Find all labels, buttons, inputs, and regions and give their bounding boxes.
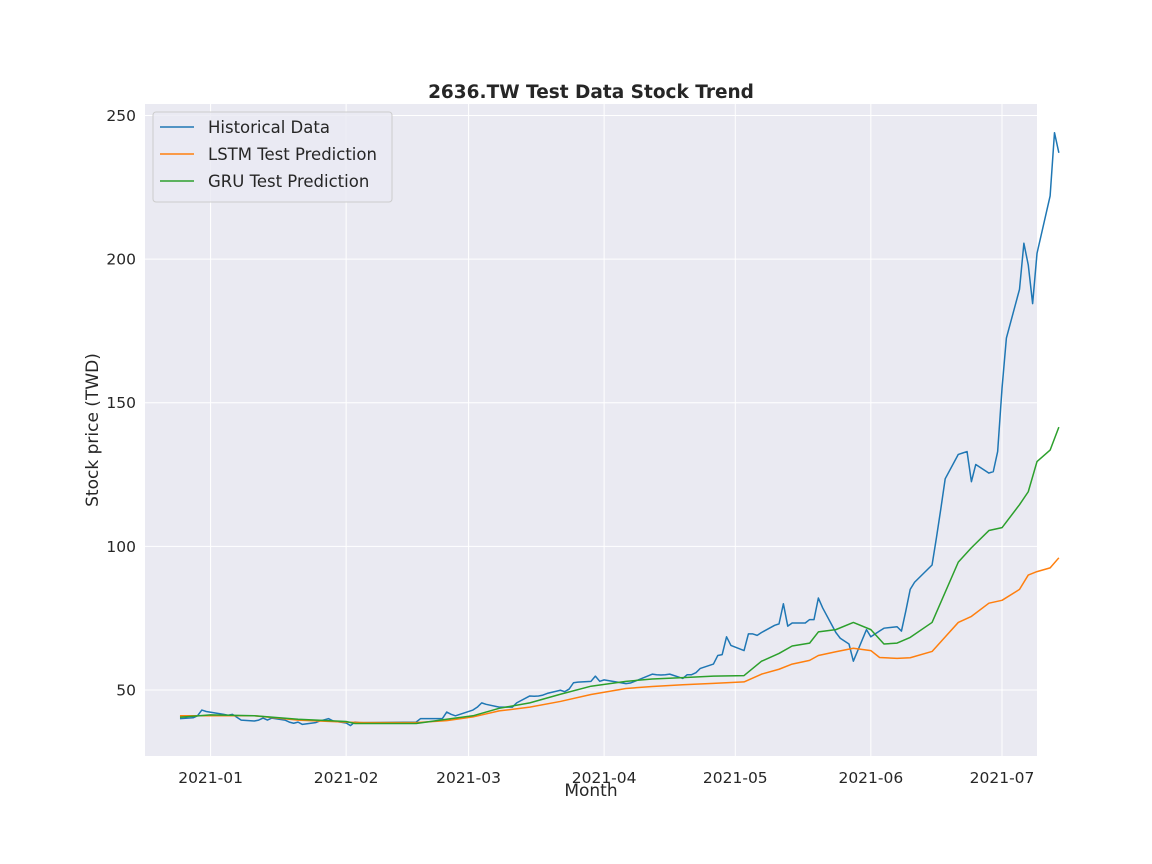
x-axis-ticks: 2021-01 2021-02 2021-03 2021-04 2021-05 2021-… bbox=[178, 769, 1034, 787]
x-tick-label: 2021-07 bbox=[970, 769, 1035, 787]
legend-box bbox=[152, 111, 393, 203]
legend-label: LSTM Test Prediction bbox=[208, 145, 377, 164]
legend-label: Historical Data bbox=[208, 118, 330, 137]
x-tick-label: 2021-04 bbox=[572, 769, 637, 787]
y-axis-ticks: 50 100 150 200 250 bbox=[106, 107, 136, 699]
x-tick-label: 2021-05 bbox=[703, 769, 768, 787]
y-axis-label: Stock price (TWD) bbox=[83, 353, 103, 507]
chart-title: 2636.TW Test Data Stock Trend bbox=[428, 82, 754, 103]
legend-label: GRU Test Prediction bbox=[208, 172, 369, 191]
x-tick-label: 2021-03 bbox=[436, 769, 501, 787]
series-lines bbox=[179, 131, 1060, 727]
grid-lines bbox=[145, 104, 1037, 756]
y-tick-label: 100 bbox=[106, 538, 136, 556]
y-tick-label: 50 bbox=[116, 681, 136, 699]
y-tick-label: 250 bbox=[106, 107, 136, 125]
x-tick-label: 2021-02 bbox=[314, 769, 379, 787]
series-line-gru-test-prediction bbox=[179, 426, 1060, 725]
plot-area bbox=[145, 104, 1037, 756]
x-axis-label: Month bbox=[564, 781, 617, 801]
x-tick-label: 2021-01 bbox=[178, 769, 243, 787]
legend: Historical Data LSTM Test Prediction GRU T… bbox=[152, 111, 393, 203]
x-tick-label: 2021-06 bbox=[838, 769, 903, 787]
y-tick-label: 150 bbox=[106, 394, 136, 412]
y-tick-label: 200 bbox=[106, 251, 136, 269]
